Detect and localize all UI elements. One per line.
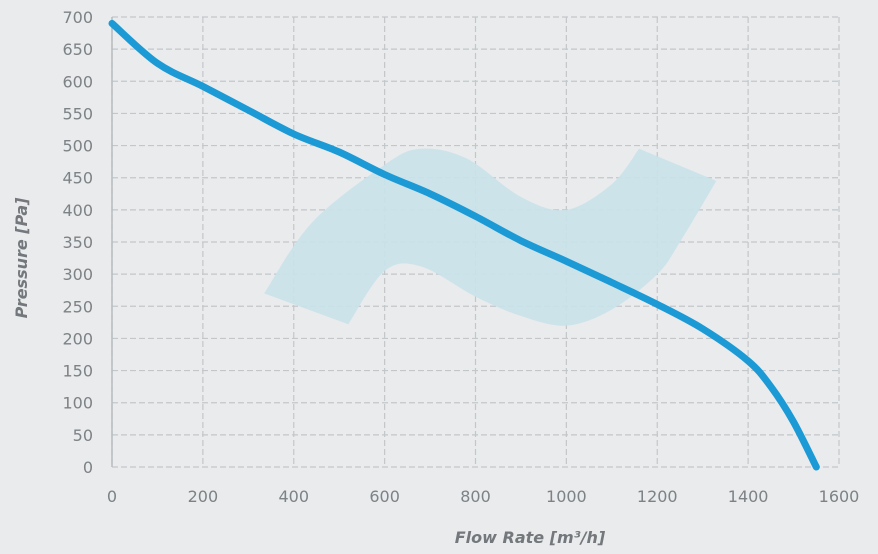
- x-tick-label: 200: [188, 487, 219, 506]
- x-tick-label: 1200: [637, 487, 678, 506]
- y-tick-label: 300: [62, 265, 93, 284]
- y-tick-label: 0: [83, 458, 93, 477]
- x-tick-label: 1000: [546, 487, 587, 506]
- y-tick-label: 600: [62, 72, 93, 91]
- x-tick-label: 800: [460, 487, 491, 506]
- x-tick-label: 0: [107, 487, 117, 506]
- y-tick-label: 100: [62, 394, 93, 413]
- x-axis-ticks: 0 200 400 600 800 1000 1200 1400 1600: [107, 487, 859, 506]
- grid: [111, 16, 840, 468]
- y-tick-label: 700: [62, 8, 93, 27]
- y-tick-label: 50: [73, 426, 93, 445]
- y-axis-ticks: 0 50 100 150 200 250 300 350 400 450 500 550 600 650 7…: [62, 8, 93, 477]
- y-tick-label: 550: [62, 104, 93, 123]
- y-tick-label: 250: [62, 297, 93, 316]
- y-axis-title: Pressure [Pa]: [12, 197, 31, 319]
- y-tick-label: 650: [62, 40, 93, 59]
- y-tick-label: 450: [62, 169, 93, 188]
- y-tick-label: 350: [62, 233, 93, 252]
- y-tick-label: 500: [62, 137, 93, 156]
- x-axis-title: Flow Rate [m³/h]: [455, 528, 606, 547]
- x-tick-label: 1600: [819, 487, 860, 506]
- x-tick-label: 600: [369, 487, 400, 506]
- x-tick-label: 1400: [728, 487, 769, 506]
- x-tick-label: 400: [278, 487, 309, 506]
- y-tick-label: 200: [62, 329, 93, 348]
- y-tick-label: 400: [62, 201, 93, 220]
- series-line: [108, 19, 820, 471]
- y-tick-label: 150: [62, 362, 93, 381]
